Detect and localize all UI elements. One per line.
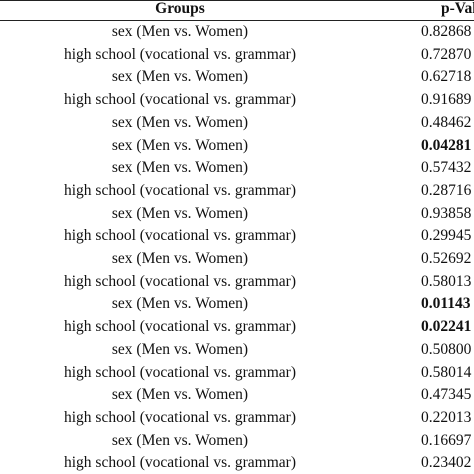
p-value-cell: 0.22013: [421, 408, 472, 426]
group-cell: sex (Men vs. Women): [111, 68, 249, 86]
group-cell: high school (vocational vs. grammar): [63, 454, 296, 472]
p-value-cell: 0.93858: [421, 204, 472, 222]
p-value-cell: 0.91689: [421, 91, 472, 109]
header-groups: Groups: [155, 0, 205, 17]
group-cell: sex (Men vs. Women): [111, 159, 249, 177]
p-value-cell: 0.02241: [421, 318, 472, 336]
group-cell: high school (vocational vs. grammar): [63, 318, 296, 336]
p-value-cell: 0.58014: [421, 363, 472, 381]
group-cell: sex (Men vs. Women): [111, 340, 249, 358]
group-cell: sex (Men vs. Women): [111, 431, 249, 449]
group-cell: sex (Men vs. Women): [111, 295, 249, 313]
group-cell: sex (Men vs. Women): [111, 23, 249, 40]
group-cell: sex (Men vs. Women): [111, 204, 249, 222]
group-cell: high school (vocational vs. grammar): [63, 45, 296, 63]
group-cell: high school (vocational vs. grammar): [63, 272, 296, 290]
group-cell: sex (Men vs. Women): [111, 250, 249, 267]
p-value-cell: 0.52692: [421, 250, 472, 267]
p-value-cell: 0.72870: [421, 45, 472, 63]
group-cell: high school (vocational vs. grammar): [63, 227, 296, 245]
header-p-value: p-Value: [441, 0, 474, 17]
p-value-cell: 0.47345: [421, 386, 472, 404]
p-value-cell: 0.57432: [421, 159, 472, 177]
group-cell: high school (vocational vs. grammar): [63, 181, 296, 199]
group-cell: sex (Men vs. Women): [111, 386, 249, 404]
group-cell: sex (Men vs. Women): [111, 136, 249, 154]
p-value-cell: 0.29945: [421, 227, 472, 245]
p-value-cell: 0.23402: [421, 454, 472, 472]
top-rule: [0, 0, 474, 1]
group-cell: high school (vocational vs. grammar): [63, 91, 296, 109]
p-value-cell: 0.28716: [421, 181, 472, 199]
group-cell: high school (vocational vs. grammar): [63, 363, 296, 381]
p-value-cell: 0.58013: [421, 272, 472, 290]
group-cell: high school (vocational vs. grammar): [63, 408, 296, 426]
p-value-cell: 0.16697: [421, 431, 472, 449]
group-cell: sex (Men vs. Women): [111, 113, 249, 131]
p-value-cell: 0.01143: [421, 295, 471, 313]
p-value-cell: 0.82868: [421, 23, 472, 40]
p-value-cell: 0.48462: [421, 113, 472, 131]
header-rule: [0, 20, 474, 21]
p-value-cell: 0.50800: [421, 340, 472, 358]
p-value-cell: 0.04281: [421, 136, 472, 154]
p-value-cell: 0.62718: [421, 68, 472, 86]
